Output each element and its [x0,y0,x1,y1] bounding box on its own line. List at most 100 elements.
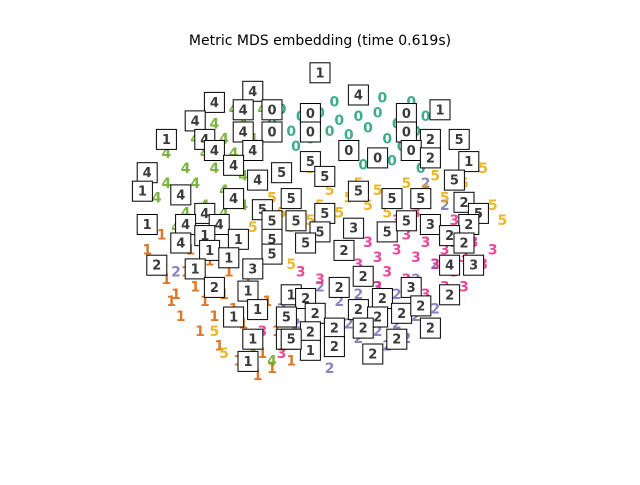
thumbnail-digit-1: 1 [138,185,147,200]
thumbnail-digit-1: 1 [143,218,152,233]
point-digit-1: 1 [214,339,224,355]
digit-thumbnail: 5 [280,328,302,350]
point-digit-5: 5 [363,198,373,214]
point-digit-4: 4 [219,205,229,221]
thumbnail-digit-4: 4 [229,159,238,174]
thumbnail-digit-3: 3 [469,259,478,274]
digit-thumbnail: 5 [285,210,307,232]
point-digit-0: 0 [286,124,296,140]
point-digit-3: 3 [411,250,421,266]
digit-thumbnail: 2 [419,147,441,169]
thumbnail-digit-4: 4 [248,144,257,159]
thumbnail-digit-5: 5 [416,192,425,207]
thumbnail-digit-2: 2 [445,229,454,244]
thumbnail-frame [314,165,336,187]
thumbnail-frame [261,121,283,143]
digit-thumbnail: 1 [458,151,480,173]
digit-thumbnail: 5 [395,210,417,232]
thumbnail-digit-4: 4 [239,103,248,118]
thumbnail-frame [247,169,269,191]
thumbnail-frame [237,350,259,372]
digit-thumbnail: 5 [280,188,302,210]
thumbnail-frame [439,284,461,306]
point-digit-1: 1 [162,272,172,288]
digit-thumbnail: 4 [170,184,192,206]
thumbnail-digit-4: 4 [143,166,152,181]
point-digit-4: 4 [210,161,220,177]
thumbnail-digit-2: 2 [459,196,468,211]
thumbnail-digit-4: 4 [215,218,224,233]
point-digit-2: 2 [354,287,364,303]
thumbnail-frame [410,188,432,210]
point-digit-0: 0 [291,139,301,155]
point-digit-5: 5 [373,183,383,199]
digit-thumbnail: 1 [184,258,206,280]
digit-thumbnail: 2 [352,265,374,287]
thumbnail-frame [299,121,321,143]
thumbnail-frame [419,317,441,339]
thumbnail-frame [146,254,168,276]
point-digit-3: 3 [354,257,364,273]
thumbnail-digit-1: 1 [306,344,315,359]
thumbnail-digit-2: 2 [426,322,435,337]
point-digit-3: 3 [402,228,412,244]
point-digit-2: 2 [354,331,364,347]
point-digit-3: 3 [488,242,498,258]
point-digit-1: 1 [142,242,152,258]
thumbnail-digit-1: 1 [234,233,243,248]
point-digit-3: 3 [363,235,373,251]
thumbnail-frame [223,188,245,210]
digit-thumbnail: 3 [419,214,441,235]
thumbnail-digit-5: 5 [282,311,291,326]
digit-thumbnail: 2 [391,302,413,324]
point-digit-4: 4 [267,353,277,369]
thumbnail-digit-0: 0 [373,151,382,166]
thumbnail-digit-5: 5 [320,170,329,185]
digit-thumbnail: 2 [439,284,461,306]
digit-thumbnail: 5 [271,162,293,184]
thumbnail-digit-4: 4 [191,114,200,129]
digit-thumbnail: 2 [419,317,441,339]
thumbnail-digit-5: 5 [267,233,276,248]
point-digit-4: 4 [219,131,229,147]
thumbnail-frame [261,243,283,265]
thumbnail-digit-0: 0 [402,126,411,141]
thumbnail-digit-5: 5 [383,225,392,240]
thumbnail-digit-4: 4 [253,174,262,189]
thumbnail-digit-0: 0 [267,126,276,141]
thumbnail-frame [242,140,264,161]
point-digit-2: 2 [421,176,431,192]
digit-thumbnail: 4 [184,110,206,132]
thumbnail-frame [203,140,225,161]
point-digit-0: 0 [406,94,416,110]
digit-thumbnail: 1 [155,128,177,150]
digit-thumbnail: 3 [463,254,485,276]
digit-thumbnail: 5 [261,210,283,232]
thumbnail-digit-2: 2 [459,237,468,252]
digit-thumbnail: 5 [448,128,470,150]
digit-thumbnail: 2 [458,214,480,235]
thumbnail-digit-2: 2 [210,281,219,296]
thumbnail-digit-1: 1 [243,285,252,300]
digit-thumbnail: 1 [136,214,158,235]
thumbnail-digit-2: 2 [378,292,387,307]
thumbnail-frame [410,295,432,317]
point-digit-2: 2 [411,309,421,325]
thumbnail-digit-5: 5 [277,166,286,181]
thumbnail-frame [299,339,321,361]
point-digit-5: 5 [219,346,229,362]
point-digit-1: 1 [253,368,263,384]
digit-thumbnail: 4 [347,84,369,106]
point-digit-0: 0 [358,157,368,173]
thumbnail-digit-1: 1 [191,262,200,277]
digit-thumbnail: 5 [261,243,283,265]
thumbnail-frame [218,247,240,269]
thumbnail-digit-1: 1 [287,288,296,303]
point-digit-2: 2 [440,198,450,214]
thumbnail-frame [184,258,206,280]
thumbnail-frame [280,188,302,210]
thumbnail-frame [419,214,441,235]
thumbnail-frame [131,180,153,202]
thumbnail-frame [328,276,350,298]
